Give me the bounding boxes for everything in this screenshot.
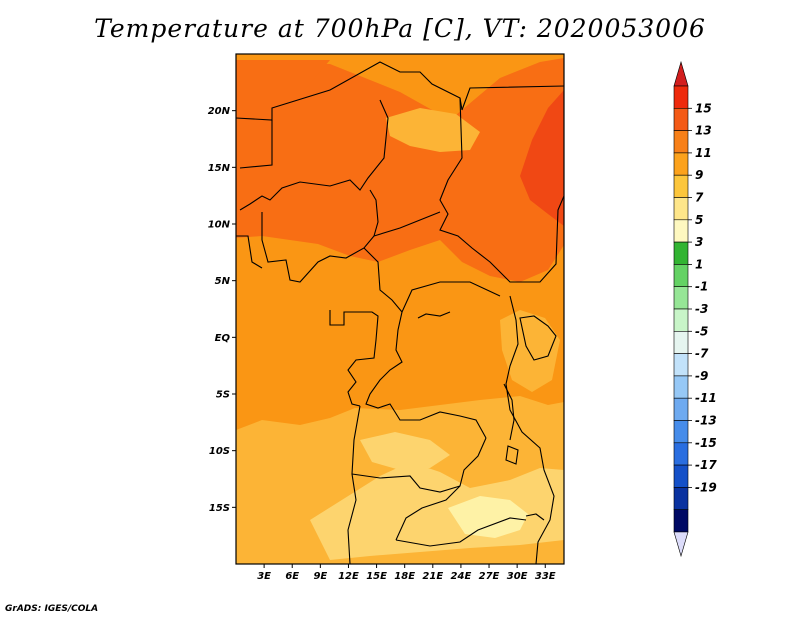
lat-tick-label: 10N — [208, 220, 231, 231]
colorbar-swatch — [673, 353, 689, 377]
colorbar-top-arrow — [673, 60, 689, 87]
field-5-7-angola — [360, 432, 450, 470]
colorbar-label: 11 — [695, 146, 712, 160]
border-line — [236, 61, 463, 121]
longitude-axis: 3E 6E 9E 12E 15E 18E 21E 24E 27E 30E 33E — [257, 564, 556, 582]
colorbar-swatch — [673, 464, 689, 488]
lon-tick-label: 18E — [394, 571, 415, 582]
colorbar-label: -17 — [695, 458, 717, 472]
lon-tick-label: 15E — [366, 571, 387, 582]
colorbar-swatch — [673, 219, 689, 243]
border-line — [417, 311, 451, 319]
border-line — [347, 405, 361, 564]
field-13-15-east — [520, 90, 564, 226]
colorbar-label: -15 — [695, 436, 717, 450]
border-line — [439, 97, 564, 283]
colorbar-label: -7 — [695, 347, 709, 361]
border-line — [351, 473, 461, 493]
border-line — [365, 311, 487, 439]
field-7-9-north — [386, 108, 480, 152]
colorbar-swatch — [673, 509, 689, 533]
colorbar-swatch — [673, 241, 689, 265]
colorbar-label: 1 — [695, 257, 703, 271]
colorbar-label: -11 — [695, 391, 717, 405]
colorbar-swatch — [673, 286, 689, 310]
lon-tick-label: 33E — [535, 571, 556, 582]
field-11-13-central — [236, 60, 330, 130]
latitude-axis: 20N 15N 10N 5N EQ 5S 10S 15S — [208, 106, 236, 514]
lon-tick-label: 21E — [422, 571, 443, 582]
colorbar: 15 13 11 9 7 5 3 1 -1 -3 -5 -7 -9 -11 -13 -15 -17 -19 — [673, 60, 717, 558]
country-borders — [236, 61, 564, 564]
lat-tick-label: 10S — [209, 446, 230, 457]
lat-tick-label: 20N — [208, 106, 231, 117]
colorbar-label: 9 — [695, 168, 703, 182]
colorbar-label: 15 — [695, 101, 712, 115]
colorbar-swatch — [673, 108, 689, 131]
lat-tick-label: 15N — [208, 163, 231, 174]
border-line — [261, 189, 379, 283]
lon-tick-label: 6E — [285, 571, 299, 582]
lat-tick-label: 5N — [215, 276, 231, 287]
border-line — [239, 120, 273, 169]
lon-tick-label: 9E — [313, 571, 327, 582]
lat-tick-label: 15S — [209, 503, 230, 514]
colorbar-swatch — [673, 420, 689, 444]
lon-tick-label: 12E — [338, 571, 359, 582]
colorbar-swatch — [673, 375, 689, 399]
colorbar-label: -1 — [695, 280, 708, 294]
colorbar-label: -13 — [695, 414, 717, 428]
colorbar-swatch — [673, 174, 689, 198]
lon-tick-label: 27E — [479, 571, 500, 582]
colorbar-swatch — [673, 130, 689, 154]
colorbar-label: -3 — [695, 302, 708, 316]
colorbar-label: 3 — [695, 235, 703, 249]
colorbar-swatch — [673, 264, 689, 287]
colorbar-bottom-arrow — [673, 531, 689, 558]
colorbar-swatch — [673, 397, 689, 421]
colorbar-swatch — [673, 442, 689, 466]
border-line — [519, 315, 557, 361]
colorbar-label: -5 — [695, 324, 708, 338]
lon-tick-label: 3E — [257, 571, 271, 582]
border-line — [236, 235, 263, 269]
colorbar-swatch — [673, 308, 689, 332]
lon-tick-label: 24E — [451, 571, 472, 582]
border-line — [505, 295, 555, 564]
field-3-5-zambia — [448, 496, 528, 538]
border-line — [395, 437, 487, 541]
border-line — [461, 85, 564, 111]
colorbar-swatch — [673, 152, 689, 176]
border-line — [505, 445, 519, 465]
colorbar-label: 13 — [695, 124, 712, 138]
colorbar-swatch — [673, 85, 689, 109]
border-line — [329, 310, 379, 407]
colorbar-swatch — [673, 330, 689, 354]
colorbar-swatch — [673, 487, 689, 510]
colorbar-label: -19 — [695, 480, 717, 494]
field-11-13-sahel — [236, 58, 564, 282]
colorbar-label: -9 — [695, 369, 708, 383]
border-line — [373, 211, 441, 237]
border-line — [239, 99, 389, 211]
lat-tick-label: 5S — [216, 390, 230, 401]
colorbar-label: 7 — [695, 191, 704, 205]
border-line — [525, 513, 545, 521]
chart-title: Temperature at 700hPa [C], VT: 202005300… — [94, 14, 706, 43]
colorbar-label: 5 — [695, 213, 703, 227]
field-7-9-rift — [500, 310, 560, 392]
lon-tick-label: 30E — [507, 571, 528, 582]
border-line — [395, 517, 527, 547]
lat-tick-label: EQ — [215, 333, 231, 344]
map-frame — [235, 53, 565, 565]
grads-credit: GrADS: IGES/COLA — [5, 604, 99, 614]
colorbar-swatch — [673, 197, 689, 221]
border-line — [503, 383, 515, 441]
